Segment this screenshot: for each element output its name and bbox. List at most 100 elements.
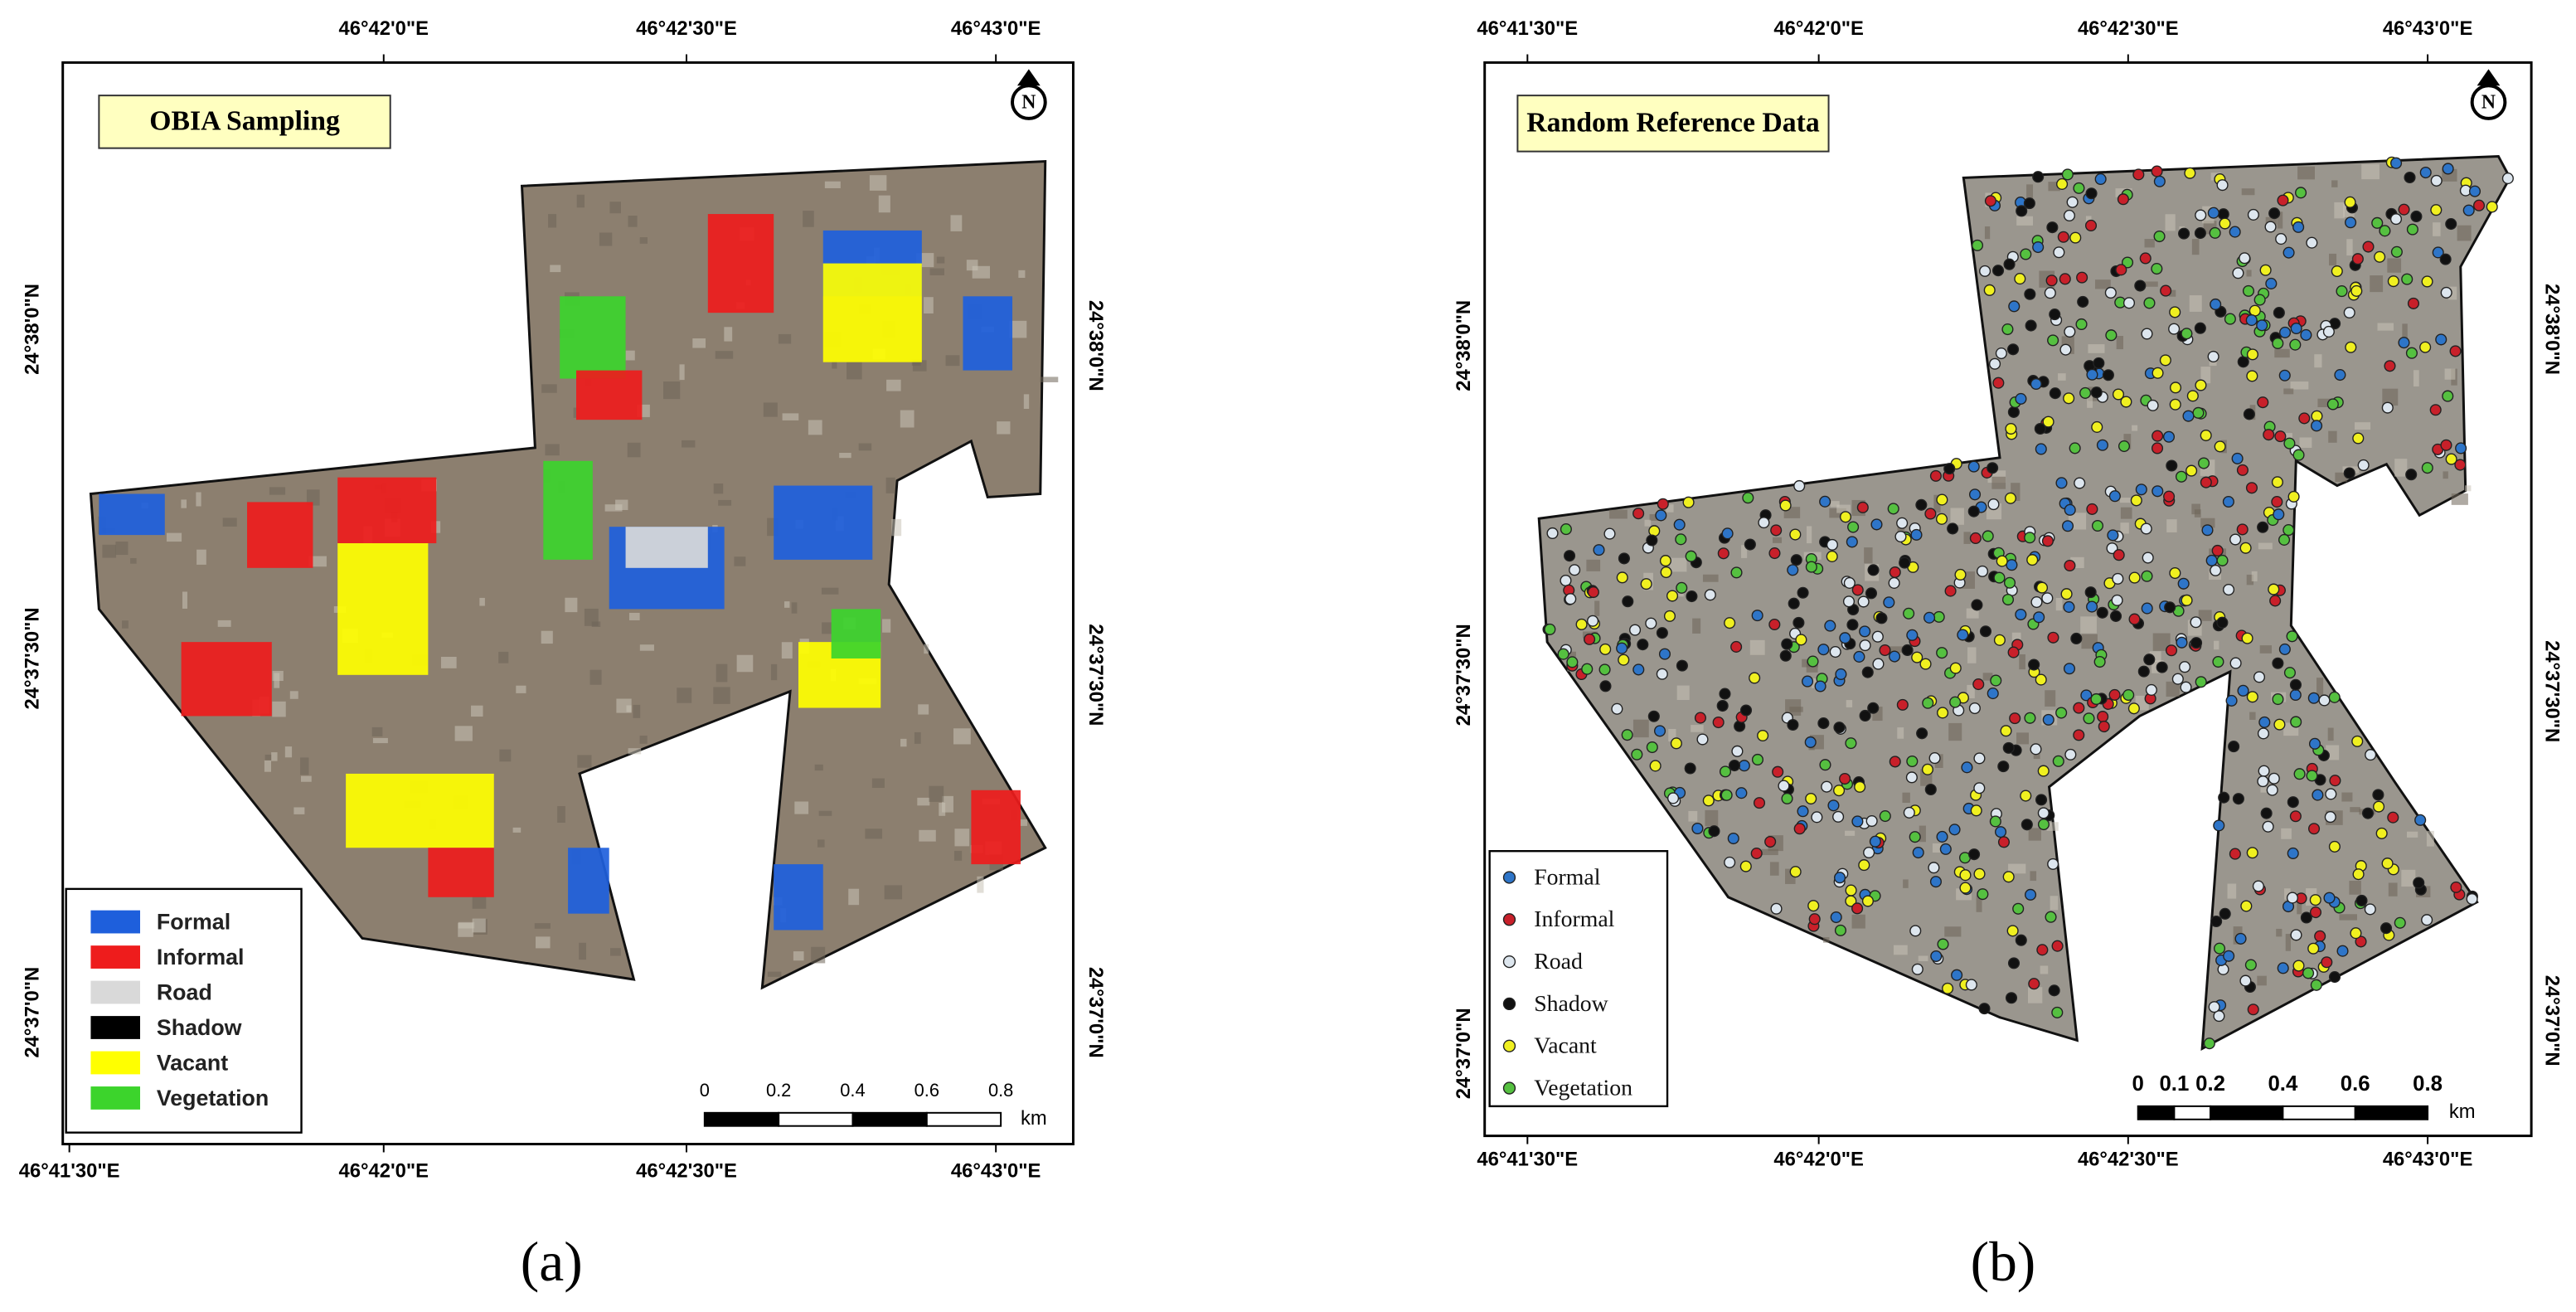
sample-point <box>2145 683 2157 696</box>
sample-point <box>2283 437 2296 449</box>
sample-point <box>2246 370 2258 382</box>
north-label: N <box>1021 92 1036 114</box>
sample-point <box>1845 737 1857 750</box>
building-texture <box>885 477 895 493</box>
building-texture <box>1967 684 1975 699</box>
sample-point <box>2219 217 2231 230</box>
sample-point <box>2113 549 2125 561</box>
sample-point <box>2292 960 2305 972</box>
sample-point <box>2121 256 2134 269</box>
sample-point <box>2343 467 2355 479</box>
north-arrow <box>1016 69 1041 86</box>
top-coord-label: 46°43'0"E <box>2383 17 2473 40</box>
sample-point <box>2289 810 2302 823</box>
sample-point <box>1805 792 1817 805</box>
sample-point <box>1871 630 1884 643</box>
building-texture <box>2258 542 2273 550</box>
building-texture <box>912 360 927 372</box>
sample-point <box>1959 882 1972 894</box>
sample-point <box>2241 632 2253 644</box>
sample-point <box>1861 895 1874 907</box>
sample-point <box>2041 535 2054 547</box>
sample-point <box>2203 1037 2215 1050</box>
sample-point <box>1984 195 1996 207</box>
sample-point <box>2449 345 2462 357</box>
sample-point <box>2258 716 2271 728</box>
sample-point <box>1959 869 1972 882</box>
sample-point <box>2273 307 2285 319</box>
sample-point <box>1833 785 1846 797</box>
sample-point <box>2086 600 2098 613</box>
building-texture <box>818 810 832 816</box>
class-patch <box>963 296 1013 371</box>
sample-point <box>2419 341 2432 353</box>
sample-point <box>2231 452 2244 464</box>
sample-point <box>2084 586 2097 599</box>
building-texture <box>2094 279 2111 289</box>
building-texture <box>848 888 860 906</box>
sample-point <box>2290 929 2302 941</box>
sample-point <box>2274 430 2287 443</box>
sample-point <box>2097 711 2109 723</box>
building-texture <box>2200 518 2215 528</box>
sample-point <box>2007 343 2020 356</box>
sample-point <box>2390 157 2403 169</box>
sample-point <box>1666 792 1680 804</box>
building-texture <box>871 778 885 789</box>
sample-point <box>2401 273 2413 285</box>
sample-point <box>2001 323 2014 336</box>
building-texture <box>181 499 187 508</box>
building-texture <box>954 829 970 847</box>
sample-point <box>2295 187 2307 199</box>
building-texture <box>628 748 642 755</box>
sample-point <box>2122 689 2135 702</box>
building-texture <box>2026 184 2034 202</box>
sample-point <box>2213 942 2226 955</box>
sample-point <box>2003 258 2016 270</box>
sample-point <box>1658 648 1671 660</box>
building-texture <box>498 651 509 663</box>
sample-point <box>1967 460 1980 473</box>
sample-point <box>2084 219 2098 232</box>
right-coord-label: 24°38'0"N <box>1084 300 1107 391</box>
sample-point <box>1827 799 1840 812</box>
sample-point <box>1833 722 1846 734</box>
sample-point <box>2003 576 2016 589</box>
class-patch <box>337 477 437 544</box>
sample-point <box>2052 755 2064 767</box>
sample-point <box>2049 309 2061 321</box>
sample-point <box>1569 564 1581 576</box>
building-texture <box>803 211 814 227</box>
building-texture <box>272 701 286 717</box>
sample-point <box>2210 564 2222 576</box>
sample-point <box>2076 271 2088 284</box>
building-texture <box>2055 598 2063 611</box>
sample-point <box>1979 265 1991 277</box>
sample-point <box>2007 646 2020 658</box>
building-texture <box>832 360 837 369</box>
building-texture <box>196 492 201 507</box>
sample-point <box>2311 420 2323 432</box>
sample-point <box>2257 775 2269 788</box>
sample-point <box>1993 571 2006 584</box>
building-texture <box>929 785 944 802</box>
sample-point <box>2239 252 2251 265</box>
building-texture <box>599 232 613 246</box>
building-texture <box>782 413 799 420</box>
building-texture <box>2331 180 2338 187</box>
sample-point <box>2048 984 2060 997</box>
building-texture <box>2249 712 2256 720</box>
sample-point <box>2336 285 2348 298</box>
bottom-coord-label: 46°41'30"E <box>19 1160 120 1183</box>
building-texture <box>2451 493 2468 505</box>
sample-point <box>2147 399 2159 411</box>
sample-point <box>2405 469 2418 481</box>
sample-point <box>2195 379 2207 391</box>
sample-point <box>2269 595 2282 607</box>
sample-point <box>2128 571 2141 584</box>
class-patch <box>337 543 429 675</box>
sample-point <box>2033 611 2045 624</box>
building-texture <box>1644 519 1652 527</box>
sample-point <box>1768 547 1781 560</box>
